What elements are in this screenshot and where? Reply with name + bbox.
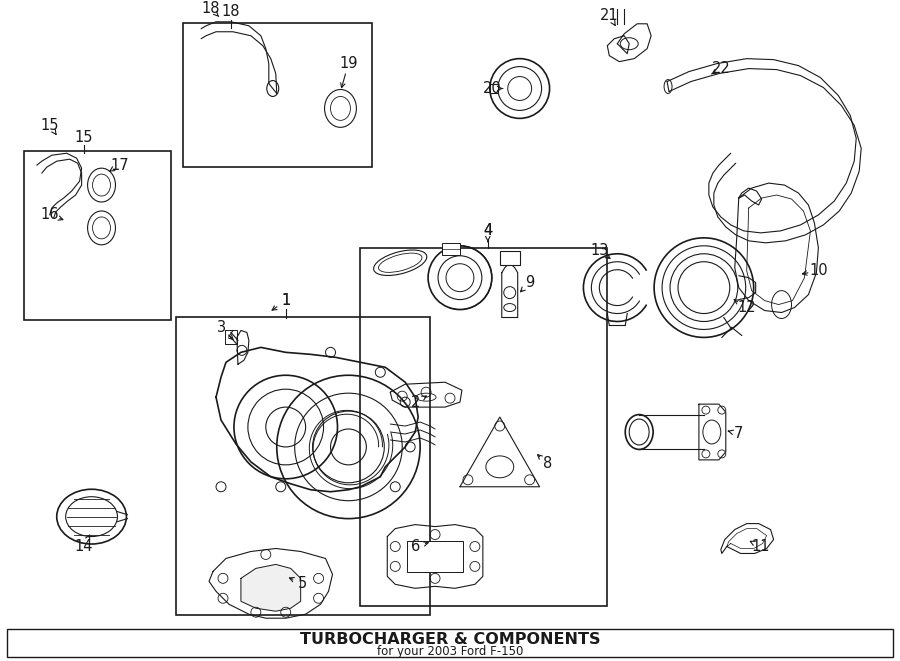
Polygon shape — [387, 525, 483, 588]
Polygon shape — [460, 417, 540, 486]
Bar — [7, 629, 893, 657]
Bar — [176, 317, 430, 615]
Text: 15: 15 — [75, 130, 93, 145]
Bar — [360, 248, 608, 606]
Text: 7: 7 — [734, 426, 743, 442]
Text: 2: 2 — [410, 395, 419, 410]
Text: 18: 18 — [221, 5, 240, 19]
Text: 22: 22 — [711, 61, 730, 76]
Text: for your 2003 Ford F-150: for your 2003 Ford F-150 — [377, 644, 523, 658]
Text: 6: 6 — [410, 539, 419, 554]
Text: 8: 8 — [543, 456, 553, 471]
Bar — [500, 251, 519, 265]
Text: 14: 14 — [75, 539, 93, 554]
Bar — [184, 22, 373, 167]
Text: 10: 10 — [809, 263, 828, 278]
Text: 1: 1 — [281, 293, 291, 308]
Text: 1: 1 — [281, 293, 291, 308]
Bar — [225, 330, 237, 344]
Text: 18: 18 — [202, 1, 220, 17]
Text: 19: 19 — [339, 56, 357, 71]
Text: 20: 20 — [482, 81, 501, 96]
Text: 4: 4 — [483, 223, 492, 239]
Polygon shape — [721, 524, 774, 553]
Polygon shape — [699, 404, 725, 460]
Text: 15: 15 — [40, 118, 59, 133]
Text: 17: 17 — [110, 158, 129, 173]
Text: 4: 4 — [483, 223, 492, 239]
Polygon shape — [734, 183, 818, 313]
Bar — [407, 541, 463, 572]
Bar — [490, 83, 498, 93]
Text: 5: 5 — [298, 576, 307, 591]
Text: 12: 12 — [737, 300, 756, 315]
Text: 11: 11 — [752, 539, 770, 554]
Text: 9: 9 — [525, 275, 535, 290]
Polygon shape — [241, 564, 301, 611]
Text: 3: 3 — [216, 320, 226, 335]
Text: TURBOCHARGER & COMPONENTS: TURBOCHARGER & COMPONENTS — [300, 632, 600, 646]
Polygon shape — [391, 382, 462, 407]
Bar — [24, 151, 171, 321]
Text: 16: 16 — [40, 208, 59, 223]
Text: 13: 13 — [590, 243, 608, 258]
Polygon shape — [209, 549, 332, 618]
Bar — [442, 243, 460, 254]
Text: 21: 21 — [600, 9, 618, 23]
